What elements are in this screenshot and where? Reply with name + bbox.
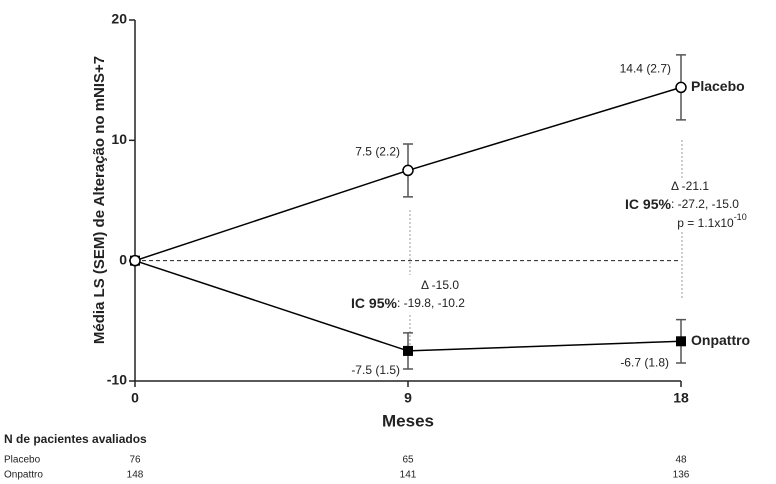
ci-label: IC 95% <box>625 196 671 212</box>
y-tick-label: 0 <box>119 251 127 267</box>
table-cell: 148 <box>127 470 144 481</box>
table-row-name: Placebo <box>4 455 41 466</box>
marker <box>676 336 686 347</box>
ci-value: : -27.2, -15.0 <box>671 197 739 211</box>
x-tick-label: 9 <box>404 390 412 406</box>
y-tick-label: 20 <box>111 11 127 27</box>
data-label: -6.7 (1.8) <box>620 355 669 369</box>
table-row-name: Onpattro <box>4 470 43 481</box>
table-title: N de pacientes avaliados <box>4 432 147 446</box>
table-cell: 48 <box>675 455 687 466</box>
y-tick-label: -10 <box>107 372 127 388</box>
data-label: 7.5 (2.2) <box>355 145 400 159</box>
table-cell: 136 <box>673 470 690 481</box>
data-label: -7.5 (1.5) <box>351 363 400 377</box>
ci-label: IC 95% <box>351 295 397 311</box>
p-exponent: -10 <box>734 212 747 222</box>
x-axis-label: Meses <box>382 411 434 430</box>
marker <box>675 81 687 94</box>
series-label: Placebo <box>691 78 745 94</box>
ci-value: : -19.8, -10.2 <box>397 296 465 310</box>
p-value: p = 1.1x10 <box>677 216 734 230</box>
table-cell: 141 <box>400 470 417 481</box>
annotation-ci: IC 95%: -19.8, -10.2 <box>351 295 465 311</box>
marker <box>129 254 141 267</box>
data-label: 14.4 (2.7) <box>620 62 671 76</box>
marker <box>403 345 413 356</box>
marker <box>402 164 414 177</box>
annotation-p: p = 1.1x10-10 <box>677 212 746 230</box>
x-tick-label: 18 <box>673 390 689 406</box>
table-cell: 76 <box>129 455 141 466</box>
series-label: Onpattro <box>691 332 750 348</box>
x-tick-label: 0 <box>131 390 139 406</box>
table-cell: 65 <box>402 455 414 466</box>
annotation-delta: Δ -15.0 <box>421 278 459 292</box>
y-tick-label: 10 <box>111 131 127 147</box>
y-axis-label: Média LS (SEM) de Alteração no mNIS+7 <box>91 56 108 344</box>
annotation-delta: Δ -21.1 <box>671 179 709 193</box>
annotation-ci: IC 95%: -27.2, -15.0 <box>625 196 739 212</box>
